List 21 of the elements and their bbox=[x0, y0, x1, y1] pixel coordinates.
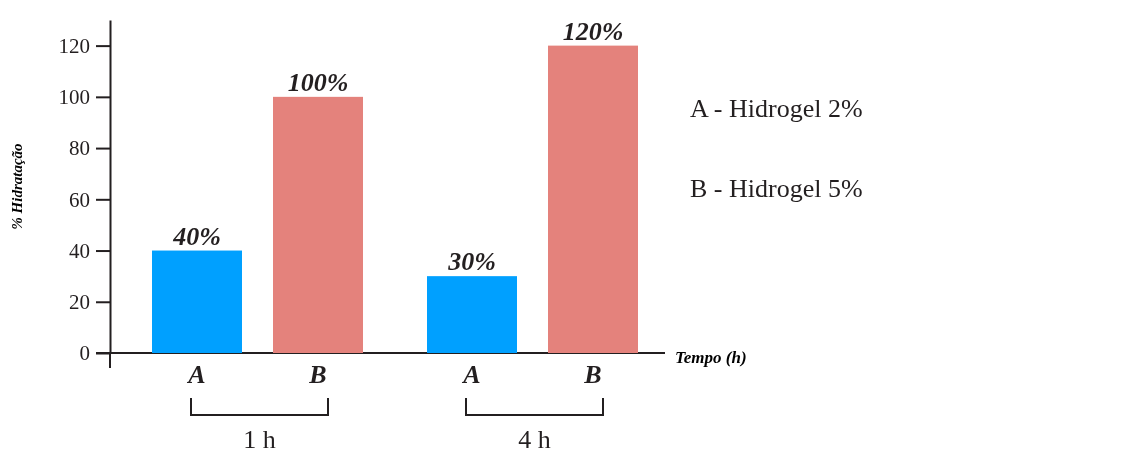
y-tick-label: 0 bbox=[79, 341, 90, 366]
y-axis-title: % Hidratação bbox=[9, 143, 25, 230]
text: 4 h bbox=[518, 425, 551, 454]
text: A - Hidrogel 2% bbox=[690, 94, 863, 123]
text: 1 h bbox=[243, 425, 276, 454]
x-tick-label: B bbox=[583, 360, 602, 389]
x-axis-title: Tempo (h) bbox=[675, 348, 747, 367]
y-tick-label: 60 bbox=[69, 187, 90, 212]
y-tick-label: 100 bbox=[58, 85, 90, 110]
y-tick-label: 80 bbox=[69, 136, 90, 161]
text: B - Hidrogel 5% bbox=[690, 174, 863, 203]
x-tick-label: A bbox=[461, 360, 481, 389]
data-label: 30% bbox=[447, 247, 496, 277]
y-tick-label: 20 bbox=[69, 289, 90, 314]
data-label: 40% bbox=[172, 221, 221, 251]
x-tick-label: B bbox=[308, 360, 327, 389]
y-tick-label: 40 bbox=[69, 238, 90, 263]
data-label: 120% bbox=[562, 16, 624, 46]
y-tick-label: 120 bbox=[58, 33, 90, 58]
x-tick-label: A bbox=[186, 360, 206, 389]
data-label: 100% bbox=[287, 67, 349, 97]
